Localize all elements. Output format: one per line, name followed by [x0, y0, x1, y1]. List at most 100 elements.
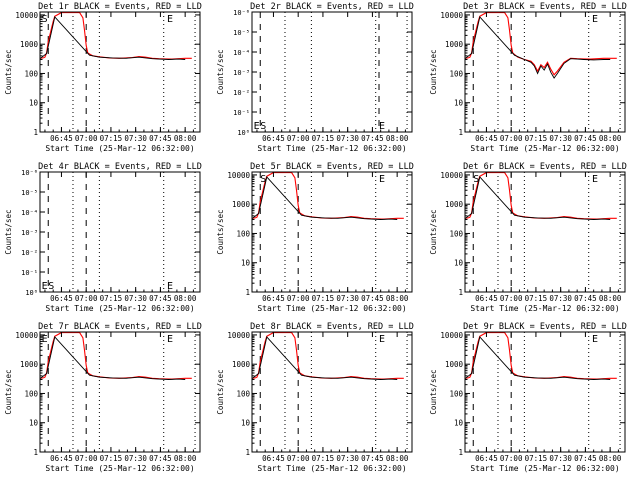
- x-tick-label: 07:45: [361, 134, 384, 143]
- x-axis-label: Start Time (25-Mar-12 06:32:00): [257, 144, 406, 153]
- y-tick-label: 1000: [445, 360, 464, 369]
- series-group: [465, 12, 617, 79]
- y-tick-label: 10⁻¹: [233, 109, 250, 117]
- events-series-line: [40, 336, 186, 380]
- x-tick-label: 07:30: [124, 134, 147, 143]
- y-tick-label: 1: [33, 128, 38, 137]
- plot-frame: [251, 331, 413, 453]
- plot-frame: [39, 171, 201, 293]
- x-tick-label: 07:00: [500, 454, 523, 463]
- x-tick-label: 08:00: [174, 134, 197, 143]
- y-tick-label: 100: [236, 229, 250, 238]
- y-tick-label: 1000: [20, 40, 39, 49]
- marker-label: E: [254, 121, 260, 132]
- y-tick-label: 10000: [440, 171, 463, 180]
- marker-label: E: [42, 334, 48, 345]
- y-tick-label: 100: [236, 389, 250, 398]
- y-tick-label: 1: [458, 288, 463, 297]
- x-tick-label: 06:45: [50, 454, 73, 463]
- y-tick-label: 1: [245, 448, 250, 457]
- marker-label: E: [379, 121, 385, 132]
- x-tick-label: 06:45: [262, 134, 285, 143]
- x-axis-label: Start Time (25-Mar-12 06:32:00): [257, 464, 406, 473]
- events-series-line: [252, 336, 398, 380]
- x-tick-label: 08:00: [386, 294, 409, 303]
- x-tick-label: 07:30: [336, 134, 359, 143]
- marker-label: E: [592, 334, 598, 345]
- x-tick-label: 06:45: [50, 134, 73, 143]
- x-axis-label: Start Time (25-Mar-12 06:32:00): [257, 304, 406, 313]
- y-axis-label: Counts/sec: [429, 49, 438, 94]
- x-tick-label: 07:15: [100, 134, 123, 143]
- plot-frame: [464, 11, 626, 133]
- marker-label: S: [473, 174, 479, 185]
- y-tick-label: 100: [449, 69, 463, 78]
- plot-frame: [39, 11, 201, 133]
- plot-frame: [251, 11, 413, 133]
- x-tick-label: 06:45: [475, 454, 498, 463]
- panel-title: Det 8r BLACK = Events, RED = LLD: [250, 322, 414, 332]
- y-tick-label: 10000: [227, 171, 250, 180]
- x-tick-label: 08:00: [599, 294, 622, 303]
- plot-frame: [464, 171, 626, 293]
- x-tick-label: 07:45: [574, 454, 597, 463]
- y-tick-label: 10: [29, 99, 39, 108]
- series-group: [40, 332, 192, 380]
- marker-label: E: [379, 174, 385, 185]
- y-tick-label: 10⁻³: [21, 229, 38, 237]
- x-tick-label: 07:15: [312, 134, 335, 143]
- y-axis-label: Counts/sec: [429, 209, 438, 254]
- marker-label: S: [48, 281, 54, 292]
- series-group: [252, 172, 404, 220]
- y-tick-label: 1: [33, 448, 38, 457]
- x-tick-label: 07:00: [75, 134, 98, 143]
- x-tick-label: 08:00: [174, 294, 197, 303]
- marker-label: E: [592, 14, 598, 25]
- x-tick-label: 07:00: [287, 134, 310, 143]
- y-tick-label: 10: [29, 419, 39, 428]
- y-tick-label: 10⁻²: [233, 89, 250, 97]
- x-tick-label: 07:15: [525, 294, 548, 303]
- marker-label: S: [260, 174, 266, 185]
- x-tick-label: 08:00: [386, 134, 409, 143]
- y-tick-label: 1000: [232, 200, 251, 209]
- x-tick-label: 07:30: [336, 294, 359, 303]
- x-axis-label: Start Time (25-Mar-12 06:32:00): [45, 304, 194, 313]
- y-axis-label: Counts/sec: [216, 49, 225, 94]
- x-tick-label: 07:15: [312, 454, 335, 463]
- x-tick-label: 07:00: [500, 134, 523, 143]
- marker-label: E: [379, 334, 385, 345]
- y-tick-label: 10⁰: [25, 289, 38, 297]
- y-tick-label: 100: [449, 229, 463, 238]
- y-tick-label: 1000: [445, 200, 464, 209]
- series-group: [465, 172, 617, 220]
- y-axis-label: Counts/sec: [4, 49, 13, 94]
- plot-frame: [251, 171, 413, 293]
- marker-label: E: [42, 281, 48, 292]
- y-tick-label: 1000: [20, 360, 39, 369]
- marker-label: S: [42, 14, 48, 25]
- panel-title: Det 5r BLACK = Events, RED = LLD: [250, 162, 414, 172]
- y-tick-label: 10: [454, 259, 464, 268]
- x-tick-label: 07:45: [574, 294, 597, 303]
- series-group: [465, 332, 617, 380]
- x-tick-label: 07:00: [500, 294, 523, 303]
- y-tick-label: 10000: [15, 331, 38, 340]
- x-tick-label: 07:30: [336, 454, 359, 463]
- x-tick-label: 08:00: [599, 454, 622, 463]
- x-tick-label: 07:30: [549, 454, 572, 463]
- plot-frame: [39, 331, 201, 453]
- x-tick-label: 07:45: [574, 134, 597, 143]
- y-tick-label: 1000: [232, 360, 251, 369]
- y-tick-label: 10: [241, 419, 251, 428]
- x-tick-label: 07:15: [312, 294, 335, 303]
- x-tick-label: 06:45: [475, 134, 498, 143]
- y-axis-label: Counts/sec: [4, 369, 13, 414]
